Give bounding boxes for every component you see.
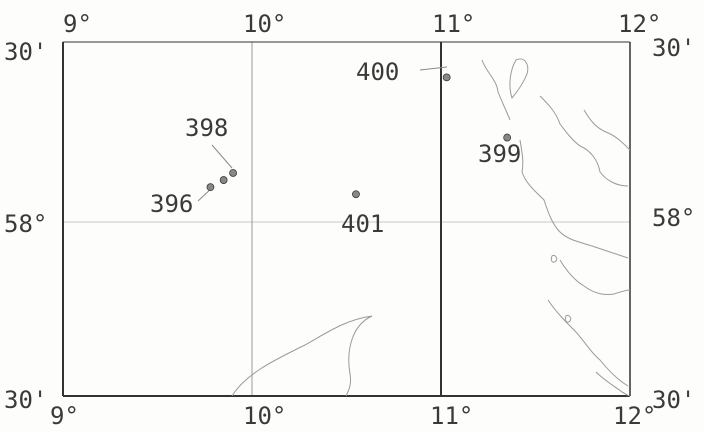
lat-label-right-bottom: 30': [652, 386, 695, 414]
sweden-coast-north: [481, 59, 511, 121]
stations: [206, 73, 512, 199]
station-label-401: 401: [341, 210, 384, 238]
sweden-islands-a: [509, 58, 529, 100]
station-marker-396: [206, 183, 215, 192]
lon-label-top-12: 12°: [618, 10, 661, 38]
sweden-coast-lower: [547, 299, 629, 387]
station-marker-399: [503, 133, 512, 142]
station-label-398: 398: [185, 114, 228, 142]
station-label-400: 400: [356, 58, 399, 86]
station-marker-400: [442, 73, 451, 82]
station-marker-401: [352, 190, 360, 199]
station-label-399: 399: [478, 140, 521, 168]
lat-label-left-top: 30': [4, 38, 47, 66]
island-small-1: [550, 255, 558, 263]
sweden-fjord: [583, 109, 631, 151]
lon-label-bottom-12: 12°: [613, 402, 656, 430]
leader-lines: [197, 66, 448, 202]
lat-label-left-58: 58°: [4, 210, 47, 238]
lon-label-top-9: 9°: [63, 10, 92, 38]
coastline: [231, 58, 631, 397]
sweden-coast-mid: [519, 139, 629, 259]
lon-label-bottom-11: 11°: [430, 402, 473, 430]
station-marker-397: [219, 176, 228, 184]
lon-label-top-10: 10°: [243, 10, 286, 38]
sweden-coast-main: [539, 95, 629, 187]
norway-coast: [231, 315, 373, 397]
lat-label-right-58: 58°: [652, 204, 695, 232]
lon-label-bottom-9: 9°: [50, 402, 79, 430]
sweden-coast-far-south: [595, 371, 631, 397]
station-marker-398: [229, 169, 238, 177]
leader-398: [211, 144, 233, 169]
grid: [63, 42, 630, 396]
island-small-2: [564, 315, 572, 323]
lon-label-top-11: 11°: [432, 10, 475, 38]
leader-400: [419, 66, 448, 71]
map-frame: [62, 41, 631, 397]
lat-label-right-top: 30': [652, 34, 695, 62]
station-labels: 400 399 398 396 401: [150, 58, 521, 238]
station-label-396: 396: [150, 190, 193, 218]
sweden-coast-south: [559, 259, 631, 295]
lon-label-bottom-10: 10°: [243, 402, 286, 430]
axis-labels: 9° 10° 11° 12° 9° 10° 11° 12° 30' 58° 30…: [4, 10, 695, 430]
lat-label-left-bottom: 30': [4, 386, 47, 414]
